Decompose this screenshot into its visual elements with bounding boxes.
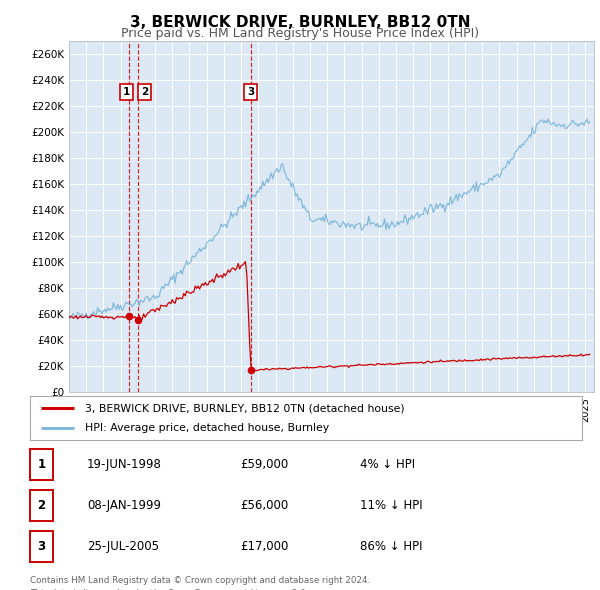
Text: 1: 1 [37, 458, 46, 471]
Text: 3: 3 [247, 87, 254, 97]
Text: This data is licensed under the Open Government Licence v3.0.: This data is licensed under the Open Gov… [30, 589, 308, 590]
Text: 4% ↓ HPI: 4% ↓ HPI [360, 458, 415, 471]
Text: 19-JUN-1998: 19-JUN-1998 [87, 458, 162, 471]
Text: £17,000: £17,000 [240, 540, 289, 553]
Text: HPI: Average price, detached house, Burnley: HPI: Average price, detached house, Burn… [85, 423, 329, 433]
Text: 25-JUL-2005: 25-JUL-2005 [87, 540, 159, 553]
Text: £56,000: £56,000 [240, 499, 288, 512]
Text: 3, BERWICK DRIVE, BURNLEY, BB12 0TN: 3, BERWICK DRIVE, BURNLEY, BB12 0TN [130, 15, 470, 30]
Text: 2: 2 [141, 87, 148, 97]
Text: 3, BERWICK DRIVE, BURNLEY, BB12 0TN (detached house): 3, BERWICK DRIVE, BURNLEY, BB12 0TN (det… [85, 403, 405, 413]
Text: 1: 1 [123, 87, 130, 97]
Text: Price paid vs. HM Land Registry's House Price Index (HPI): Price paid vs. HM Land Registry's House … [121, 27, 479, 40]
Text: 3: 3 [37, 540, 46, 553]
Text: 11% ↓ HPI: 11% ↓ HPI [360, 499, 422, 512]
Text: 08-JAN-1999: 08-JAN-1999 [87, 499, 161, 512]
Text: 86% ↓ HPI: 86% ↓ HPI [360, 540, 422, 553]
Text: 2: 2 [37, 499, 46, 512]
Text: £59,000: £59,000 [240, 458, 288, 471]
Text: Contains HM Land Registry data © Crown copyright and database right 2024.: Contains HM Land Registry data © Crown c… [30, 576, 370, 585]
